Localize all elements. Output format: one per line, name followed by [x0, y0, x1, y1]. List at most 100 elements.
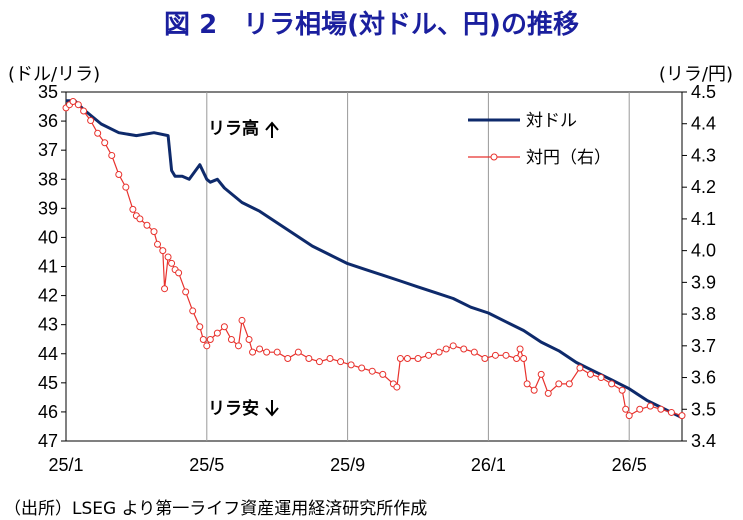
series-jpy-point-28: [206, 335, 214, 343]
series-jpy-point-30: [220, 323, 228, 331]
left-tick-label-1: 36: [38, 111, 58, 131]
series-jpy-point-45: [347, 361, 355, 369]
right-tick-label-1: 4.4: [691, 114, 716, 134]
series-jpy-point-22: [175, 269, 183, 277]
series-jpy-point-42: [315, 358, 323, 366]
x-tick-label-1: 25/5: [189, 455, 224, 475]
series-jpy-point-41: [305, 355, 313, 363]
series-jpy-point-15: [150, 228, 158, 236]
x-tick-label-3: 26/1: [471, 455, 506, 475]
series-jpy-point-34: [245, 335, 253, 343]
series-jpy-point-8: [108, 151, 116, 159]
series-jpy-point-77: [622, 405, 630, 413]
series-jpy-point-40: [294, 348, 302, 356]
series-jpy-point-68: [537, 370, 545, 378]
series-jpy-point-33: [238, 316, 246, 324]
series-jpy-point-50: [393, 383, 401, 391]
x-tick-label-2: 25/9: [330, 455, 365, 475]
series-jpy-point-48: [379, 370, 387, 378]
left-tick-label-10: 45: [38, 373, 58, 393]
series-jpy-point-17: [159, 247, 167, 255]
series-jpy-point-38: [273, 348, 281, 356]
series-jpy-point-9: [115, 170, 123, 178]
right-tick-label-8: 3.7: [691, 336, 716, 356]
series-jpy-point-44: [337, 358, 345, 366]
left-tick-label-7: 42: [38, 286, 58, 306]
series-jpy-point-53: [414, 355, 422, 363]
series-jpy-point-56: [442, 345, 450, 353]
arrow-down-icon: [265, 400, 279, 417]
left-tick-label-9: 44: [38, 344, 58, 364]
series-jpy-point-69: [544, 389, 552, 397]
series-jpy-point-74: [597, 374, 605, 382]
right-tick-label-7: 3.8: [691, 304, 716, 324]
series-jpy-point-81: [657, 405, 665, 413]
right-tick-label-10: 3.5: [691, 399, 716, 419]
series-jpy-point-27: [203, 342, 211, 350]
left-tick-label-3: 38: [38, 169, 58, 189]
series-jpy-point-70: [555, 380, 563, 388]
series-jpy-point-71: [565, 380, 573, 388]
right-tick-label-6: 3.9: [691, 272, 716, 292]
series-jpy-point-78: [625, 412, 633, 420]
series-jpy-point-11: [129, 205, 137, 213]
annotation-lira-down: リラ安: [208, 398, 259, 419]
series-jpy-point-2: [69, 98, 77, 106]
series-jpy-point-32: [234, 342, 242, 350]
x-tick-label-0: 25/1: [48, 455, 83, 475]
legend-usd-label: 対ドル: [526, 111, 577, 131]
left-tick-label-5: 40: [38, 227, 58, 247]
series-usd-line: [66, 99, 683, 420]
arrow-up-icon: [265, 121, 279, 138]
series-jpy-point-52: [403, 355, 411, 363]
series-jpy-point-55: [435, 348, 443, 356]
series-jpy-point-13: [136, 215, 144, 223]
x-tick-label-4: 26/5: [612, 455, 647, 475]
series-jpy-point-23: [182, 288, 190, 296]
series-jpy-point-75: [608, 380, 616, 388]
right-tick-label-2: 4.3: [691, 145, 716, 165]
series-jpy-point-18: [161, 285, 169, 293]
series-jpy-point-25: [196, 323, 204, 331]
plot-border: [65, 91, 683, 442]
left-tick-label-11: 46: [38, 402, 58, 422]
annotation-lira-up: リラ高: [208, 118, 259, 139]
series-jpy-point-79: [636, 405, 644, 413]
series-jpy-point-19: [164, 253, 172, 261]
series-jpy-point-80: [646, 402, 654, 410]
right-tick-label-4: 4.1: [691, 209, 716, 229]
series-jpy-point-6: [94, 129, 102, 137]
series-jpy-point-63: [513, 355, 521, 363]
series-jpy-point-47: [368, 367, 376, 375]
series-jpy-point-14: [143, 221, 151, 229]
left-tick-label-2: 37: [38, 140, 58, 160]
series-jpy-point-43: [326, 355, 334, 363]
left-axis-ticks: 35 36 37 38 39 40 41 42 43 44 45 46 47: [38, 82, 66, 451]
legend-jpy-label: 対円（右）: [526, 148, 611, 168]
right-axis-label: (リラ/円): [658, 64, 733, 85]
left-tick-label-8: 43: [38, 315, 58, 335]
series-jpy-point-57: [449, 342, 457, 350]
right-tick-label-0: 4.5: [691, 82, 716, 102]
series-jpy-point-51: [396, 355, 404, 363]
series-jpy-point-3: [74, 101, 82, 109]
series-jpy-point-67: [530, 386, 538, 394]
series-jpy-point-83: [678, 412, 686, 420]
series-jpy-point-64: [516, 345, 524, 353]
series-jpy-point-60: [481, 355, 489, 363]
left-tick-label-4: 39: [38, 198, 58, 218]
series-jpy-point-61: [491, 351, 499, 359]
right-tick-label-3: 4.2: [691, 177, 716, 197]
left-tick-label-6: 41: [38, 257, 58, 277]
left-tick-label-12: 47: [38, 431, 58, 451]
series-jpy-point-31: [227, 335, 235, 343]
series-jpy-point-16: [154, 240, 162, 248]
series-jpy-point-35: [249, 348, 257, 356]
right-tick-label-9: 3.6: [691, 368, 716, 388]
right-tick-label-5: 4.0: [691, 241, 716, 261]
series-jpy-point-72: [576, 364, 584, 372]
series-jpy-point-7: [101, 139, 109, 147]
series-jpy-point-29: [213, 329, 221, 337]
series-jpy-point-46: [358, 364, 366, 372]
left-axis-label: (ドル/リラ): [8, 64, 101, 85]
